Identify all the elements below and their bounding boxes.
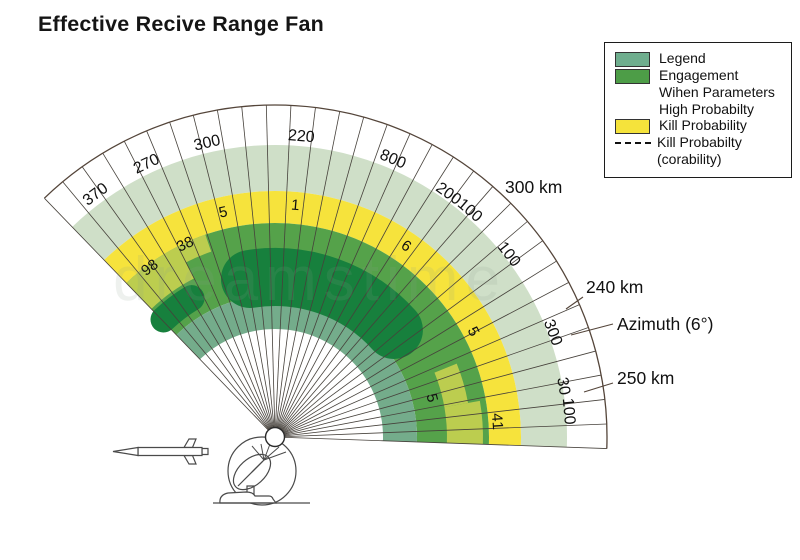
radar-icon — [213, 436, 310, 506]
engagement-swatch — [615, 69, 650, 84]
teal-swatch — [615, 52, 650, 67]
callout-label: 250 km — [617, 368, 674, 388]
band-value-label: 38 — [174, 233, 196, 255]
legend-label: (corability) — [657, 151, 722, 168]
fan-callouts: 300 km 240 km Azimuth (6°) 250 km — [505, 177, 713, 393]
range-tick-label: 30 — [553, 376, 573, 397]
callout-label: 240 km — [586, 277, 643, 297]
legend-item-legend: Legend — [615, 50, 783, 67]
legend-item-engagement: Engagement Wihen Parameters High Probabi… — [615, 67, 783, 117]
range-tick-label: 100 — [559, 397, 578, 425]
missile-icon — [112, 438, 209, 465]
band-value-label: 98 — [138, 256, 162, 280]
page-title: Effective Recive Range Fan — [38, 12, 325, 36]
kill-probability-swatch — [615, 119, 650, 135]
legend-box: Legend Engagement Wihen Parameters High … — [604, 42, 792, 178]
outer-arc — [43, 104, 608, 449]
dashed-line-swatch — [615, 142, 651, 145]
legend-label: Legend — [659, 50, 706, 66]
legend-label: Kill Probabilty — [657, 134, 742, 151]
range-tick-label: 220 — [287, 127, 315, 146]
legend-item-kill-probability-dashed: Kill Probabilty (corability) — [615, 134, 783, 168]
callout-label: 300 km — [505, 177, 562, 197]
legend-label: Kill Probability — [659, 117, 747, 134]
callout-label: Azimuth (6°) — [617, 314, 713, 334]
legend-item-kill-probability: Kill Probability — [615, 117, 783, 135]
legend-label: Wihen Parameters — [659, 83, 775, 100]
band-value-label: 41 — [488, 413, 506, 431]
legend-label: High Probabilty — [659, 100, 754, 117]
apex-pivot — [264, 426, 286, 448]
band-value-label: 5 — [217, 203, 229, 221]
range-tick-label: 300 — [192, 132, 222, 155]
watermark-text: dreamstime — [113, 245, 507, 314]
legend-label: Engagement — [659, 67, 739, 83]
band-value-label: 1 — [290, 197, 300, 215]
radial-lines — [44, 105, 607, 449]
band-value-label: 5 — [422, 392, 441, 404]
